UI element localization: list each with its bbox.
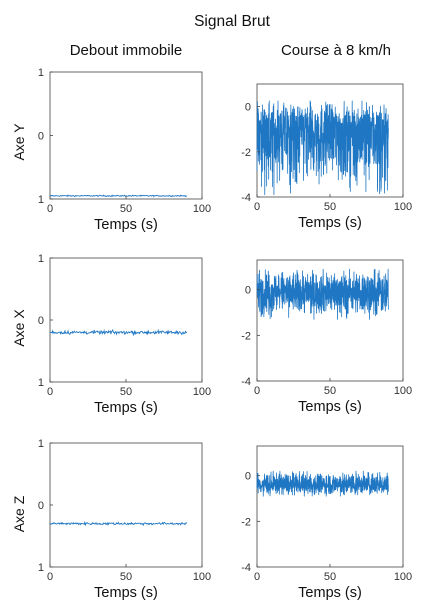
signal-line (49, 520, 188, 527)
x-axis-label: Temps (s) (94, 217, 158, 233)
y-tick-label: 0 (245, 285, 251, 297)
signal-line (49, 194, 188, 198)
panel-6: 0 50 100 0 -2 -4 Temps (s) (241, 445, 412, 601)
y-tick-label: 0 (38, 315, 44, 327)
y-tick-label: 1 (38, 253, 44, 265)
panel-2: 0 50 100 0 -2 -4 Temps (s) (241, 83, 412, 231)
x-tick-label: 50 (120, 386, 132, 398)
y-tick-label: 1 (38, 67, 44, 79)
plot-frame (256, 445, 404, 568)
y-tick-label: 0 (245, 471, 251, 483)
x-tick-label: 50 (120, 571, 132, 583)
signal-line (256, 100, 389, 196)
x-tick-label: 50 (120, 203, 132, 215)
x-tick-label: 100 (394, 571, 412, 583)
y-tick-label: -2 (241, 516, 251, 528)
y-tick-label: 0 (38, 500, 44, 512)
figure-title: Signal Brut (194, 13, 271, 30)
x-axis-label: Temps (s) (94, 585, 158, 601)
column-title-running: Course à 8 km/h (281, 42, 391, 59)
x-axis-label: Temps (s) (94, 400, 158, 416)
x-tick-label: 0 (47, 203, 53, 215)
y-tick-label: -4 (241, 192, 251, 204)
x-tick-label: 100 (193, 386, 211, 398)
x-tick-label: 0 (254, 201, 260, 213)
x-tick-label: 50 (324, 201, 336, 213)
y-tick-label: -4 (241, 562, 251, 574)
y-tick-label: -2 (241, 330, 251, 342)
signal-line (49, 328, 188, 337)
y-tick-label: -4 (241, 376, 251, 388)
y-tick-label: -2 (241, 147, 251, 159)
x-tick-label: 0 (254, 385, 260, 397)
signal-line (256, 268, 389, 320)
y-tick-label: 1 (38, 562, 44, 574)
x-tick-label: 0 (254, 571, 260, 583)
plot-frame (49, 257, 203, 383)
signal-line (256, 470, 389, 497)
x-tick-label: 50 (324, 385, 336, 397)
x-tick-label: 100 (193, 203, 211, 215)
x-tick-label: 50 (324, 571, 336, 583)
x-tick-label: 100 (394, 201, 412, 213)
x-axis-label: Temps (s) (298, 215, 362, 231)
plot-frame (49, 71, 203, 200)
panel-4: 0 50 100 0 -2 -4 Temps (s) (241, 259, 412, 415)
plot-frame (49, 442, 203, 568)
row-label-axe-y: Axe Y (11, 123, 27, 161)
y-tick-label: 1 (38, 438, 44, 450)
x-tick-label: 100 (394, 385, 412, 397)
y-tick-label: 0 (38, 131, 44, 143)
y-tick-label: 1 (38, 377, 44, 389)
row-label-axe-z: Axe Z (11, 495, 27, 532)
x-tick-label: 0 (47, 571, 53, 583)
x-tick-label: 0 (47, 386, 53, 398)
x-axis-label: Temps (s) (298, 399, 362, 415)
y-tick-label: 1 (38, 194, 44, 206)
y-tick-label: 0 (245, 102, 251, 114)
row-label-axe-x: Axe X (11, 309, 27, 347)
x-axis-label: Temps (s) (298, 585, 362, 601)
column-title-standing: Debout immobile (70, 42, 183, 59)
x-tick-label: 100 (193, 571, 211, 583)
